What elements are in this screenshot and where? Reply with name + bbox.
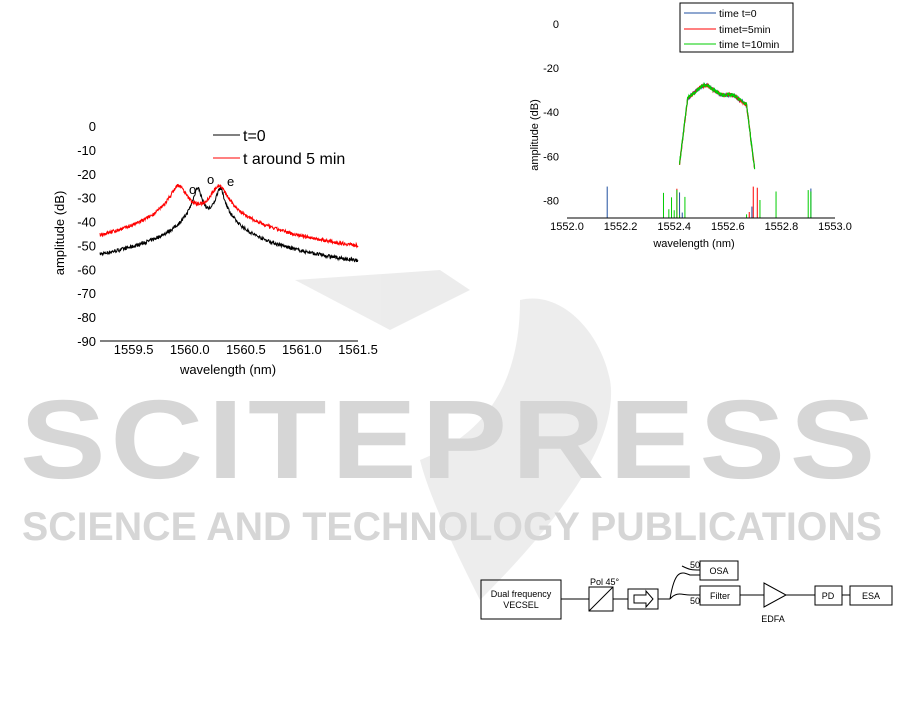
watermark-title: SCITEPRESS	[20, 377, 880, 502]
legend: t=0 t around 5 min	[213, 128, 345, 168]
y-tick-label: -60	[77, 262, 96, 277]
y-tick-label: -90	[77, 334, 96, 349]
watermark-subtitle: SCIENCE AND TECHNOLOGY PUBLICATIONS	[22, 505, 882, 549]
series-line-t10	[679, 81, 756, 170]
legend: time t=0 timet=5min time t=10min	[679, 2, 794, 53]
annotation-o-2: o	[207, 172, 214, 187]
esa-label: ESA	[862, 591, 880, 601]
x-tick-label: 1552.8	[765, 221, 799, 233]
y-tick-label: 0	[89, 119, 96, 134]
osa-box	[699, 560, 739, 581]
annotation-e: e	[227, 174, 234, 189]
y-tick-label: -70	[77, 286, 96, 301]
legend-label-t0: t=0	[243, 128, 266, 145]
esa-box	[849, 585, 893, 606]
legend-label-t5: timet=5min	[719, 24, 771, 36]
y-tick-label: -80	[543, 195, 559, 207]
x-tick-label: 1552.0	[550, 221, 584, 233]
y-tick-label: -10	[77, 143, 96, 158]
series-line-t5	[99, 183, 359, 249]
y-tick-label: -80	[77, 310, 96, 325]
filter-label: Filter	[710, 591, 730, 601]
legend-label-t5: t around 5 min	[243, 151, 345, 168]
y-axis-label: amplitude (dB)	[52, 191, 67, 276]
amplifier-icon	[763, 582, 788, 608]
x-axis-label: wavelength (nm)	[652, 238, 734, 250]
x-tick-label: 1561.0	[282, 342, 322, 357]
y-tick-label: -20	[77, 167, 96, 182]
y-tick-label: -50	[77, 238, 96, 253]
annotation-o-1: o	[189, 182, 196, 197]
x-tick-label: 1552.4	[657, 221, 691, 233]
coupler-top-label: 50	[690, 560, 700, 570]
coupler-icon	[669, 572, 700, 600]
legend-label-t10: time t=10min	[719, 39, 780, 51]
y-axis-label: amplitude (dB)	[529, 99, 541, 171]
x-tick-label: 1559.5	[114, 342, 154, 357]
pd-label: PD	[822, 591, 835, 601]
y-tick-label: -30	[77, 191, 96, 206]
legend-label-t0: time t=0	[719, 8, 757, 20]
edfa-label: EDFA	[761, 614, 785, 624]
y-tick-label: -40	[77, 215, 96, 230]
x-tick-label: 1560.5	[226, 342, 266, 357]
x-tick-label: 1561.5	[338, 342, 378, 357]
x-tick-label: 1560.0	[170, 342, 210, 357]
osa-label: OSA	[709, 566, 728, 576]
polarizer-label: Pol 45°	[590, 577, 620, 587]
series-line-t0	[99, 185, 359, 263]
x-tick-label: 1553.0	[818, 221, 852, 233]
x-tick-label: 1552.6	[711, 221, 745, 233]
x-tick-label: 1552.2	[604, 221, 638, 233]
isolator-arrow-icon	[633, 589, 654, 609]
x-axis-label: wavelength (nm)	[179, 362, 276, 377]
vecsel-label: Dual frequency VECSEL	[491, 589, 552, 610]
coupler-bottom-label: 50	[690, 596, 700, 606]
y-tick-label: 0	[553, 19, 559, 31]
y-tick-label: -20	[543, 63, 559, 75]
y-tick-label: -40	[543, 107, 559, 119]
y-tick-label: -60	[543, 151, 559, 163]
